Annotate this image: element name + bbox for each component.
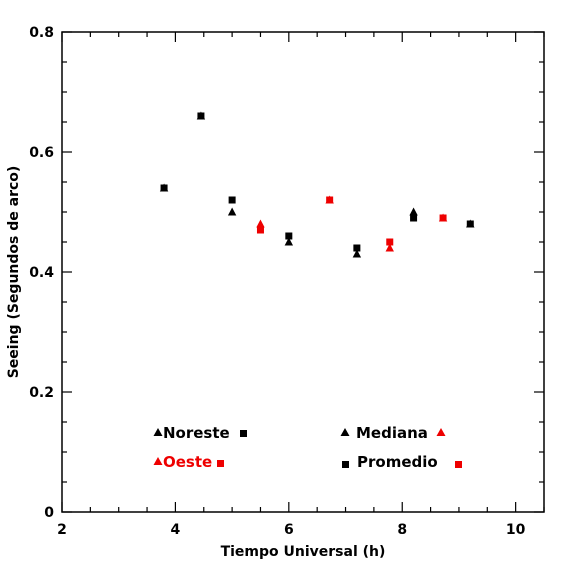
x-tick-label: 2 bbox=[57, 522, 67, 538]
data-point-triangle bbox=[227, 207, 237, 216]
legend-promedio-red-square-marker bbox=[455, 461, 462, 468]
data-point-square bbox=[160, 184, 168, 192]
legend: Noreste Oeste Mediana Promedio bbox=[153, 424, 462, 471]
data-point-square bbox=[439, 214, 447, 222]
data-point-square bbox=[256, 226, 264, 234]
plot-frame bbox=[61, 31, 545, 513]
legend-noreste-label: Noreste bbox=[163, 424, 230, 442]
data-point-square bbox=[326, 196, 334, 204]
data-point-triangle bbox=[352, 249, 362, 258]
y-axis-label: Seeing (Segundos de arco) bbox=[6, 166, 22, 379]
y-tick-label: 0.2 bbox=[29, 385, 54, 401]
data-point-square bbox=[410, 214, 418, 222]
legend-mediana-label: Mediana bbox=[356, 424, 428, 442]
data-point-triangle bbox=[409, 207, 418, 216]
data-point-square bbox=[197, 112, 205, 120]
data-point-square bbox=[228, 196, 236, 204]
legend-oeste-triangle-marker bbox=[153, 457, 163, 465]
x-tick-label: 4 bbox=[171, 522, 181, 538]
data-points bbox=[159, 111, 475, 258]
x-axis-label: Tiempo Universal (h) bbox=[221, 544, 386, 560]
data-point-triangle bbox=[256, 219, 265, 228]
x-tick-label: 8 bbox=[397, 522, 407, 538]
axis-ticks bbox=[61, 31, 545, 513]
x-tick-label: 6 bbox=[284, 522, 294, 538]
legend-mediana-red-triangle-marker bbox=[436, 428, 446, 436]
data-point-square bbox=[285, 232, 293, 240]
data-point-square bbox=[353, 244, 361, 252]
y-tick-label: 0 bbox=[44, 505, 54, 521]
y-tick-label: 0.4 bbox=[29, 265, 54, 281]
x-tick-label: 10 bbox=[506, 522, 526, 538]
legend-oeste-square-marker bbox=[217, 460, 224, 467]
legend-noreste-square-marker bbox=[240, 430, 247, 437]
legend-promedio-square-marker bbox=[342, 461, 349, 468]
data-point-square bbox=[386, 238, 394, 246]
y-tick-label: 0.8 bbox=[29, 25, 54, 41]
tick-labels: 2 4 6 8 10 0 0.2 0.4 0.6 0.8 bbox=[29, 25, 525, 538]
legend-oeste-label: Oeste bbox=[163, 453, 212, 471]
legend-noreste-triangle-marker bbox=[153, 428, 163, 436]
data-point-square bbox=[466, 220, 474, 228]
y-tick-label: 0.6 bbox=[29, 145, 54, 161]
legend-mediana-triangle-marker bbox=[340, 428, 350, 436]
legend-promedio-label: Promedio bbox=[357, 453, 438, 471]
data-point-triangle bbox=[284, 237, 294, 246]
data-point-triangle bbox=[385, 243, 394, 252]
